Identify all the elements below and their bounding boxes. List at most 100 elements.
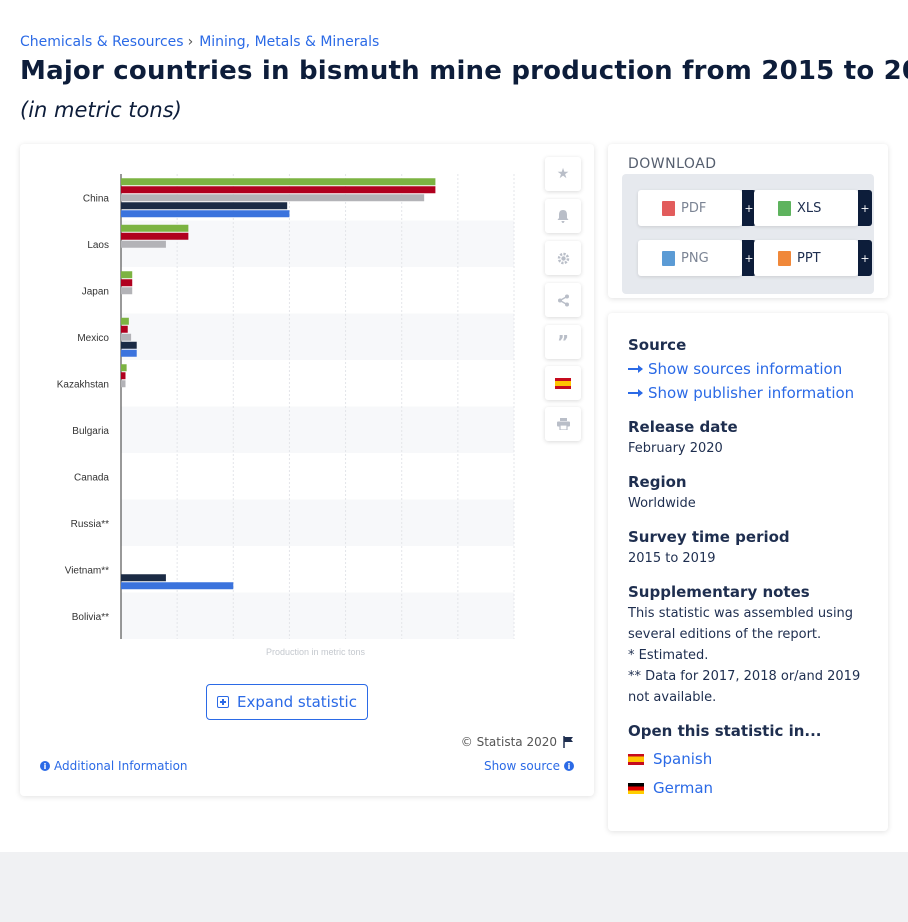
info-icon: i xyxy=(40,761,50,771)
show-source-link[interactable]: Show source i xyxy=(484,759,574,773)
supplementary-note-2: * Estimated. xyxy=(628,648,709,663)
page-subtitle: (in metric tons) xyxy=(20,98,182,122)
ppt-file-icon xyxy=(778,250,791,266)
expand-label: Expand statistic xyxy=(237,693,357,711)
bar xyxy=(121,202,288,210)
gear-icon[interactable] xyxy=(545,241,581,275)
region-title: Region xyxy=(628,473,687,491)
breadcrumb-separator: › xyxy=(187,34,194,50)
open-in-german-link[interactable]: German xyxy=(628,779,713,797)
bar xyxy=(121,271,133,279)
bar xyxy=(121,372,126,380)
download-ppt-button[interactable]: PPT + xyxy=(754,240,872,276)
download-xls-button[interactable]: XLS + xyxy=(754,190,872,226)
breadcrumb-item-mining[interactable]: Mining, Metals & Minerals xyxy=(199,34,380,50)
supplementary-note-1: This statistic was assembled using sever… xyxy=(628,606,854,642)
show-sources-link[interactable]: Show sources information xyxy=(628,360,842,378)
expand-statistic-button[interactable]: Expand statistic xyxy=(206,684,368,720)
download-pdf-plus[interactable]: + xyxy=(742,190,756,226)
download-pdf-label: PDF xyxy=(681,200,707,216)
spain-flag-icon xyxy=(628,753,644,765)
print-icon[interactable] xyxy=(545,407,581,441)
region-value: Worldwide xyxy=(628,496,696,511)
breadcrumb-item-chemicals[interactable]: Chemicals & Resources xyxy=(20,34,184,50)
show-source-label: Show source xyxy=(483,759,560,773)
share-icon[interactable] xyxy=(545,283,581,317)
category-label: Kazakhstan xyxy=(57,379,109,390)
row-band xyxy=(121,592,514,639)
bar xyxy=(121,582,234,590)
download-xls-plus[interactable]: + xyxy=(858,190,872,226)
download-png-button[interactable]: PNG + xyxy=(638,240,756,276)
arrow-right-icon xyxy=(628,389,643,397)
download-card: DOWNLOAD PDF + XLS + PNG + PPT + xyxy=(608,144,888,298)
expand-icon xyxy=(217,696,230,708)
category-label: Japan xyxy=(82,286,109,297)
star-icon[interactable]: ★ xyxy=(545,157,581,191)
x-axis-label: Production in metric tons xyxy=(266,647,366,657)
source-title: Source xyxy=(628,336,687,354)
row-band xyxy=(121,313,514,360)
bar xyxy=(121,341,137,349)
download-xls-label: XLS xyxy=(797,200,822,216)
survey-period-value: 2015 to 2019 xyxy=(628,551,716,566)
footer-band xyxy=(0,852,908,922)
info-icon: i xyxy=(564,761,574,771)
download-ppt-plus[interactable]: + xyxy=(858,240,872,276)
bar xyxy=(121,232,189,240)
category-label: Vietnam** xyxy=(65,565,109,576)
category-label: Mexico xyxy=(77,333,109,344)
pdf-file-icon xyxy=(662,200,675,216)
category-label: Laos xyxy=(87,240,109,251)
show-sources-label: Show sources information xyxy=(648,360,843,378)
germany-flag-icon xyxy=(628,782,644,794)
bar xyxy=(121,317,129,325)
spanish-label: Spanish xyxy=(653,750,713,768)
bar-chart: China Laos Japan Mexico Kazakhstan Bulgaria Ca… xyxy=(57,174,515,657)
show-publisher-link[interactable]: Show publisher information xyxy=(628,384,854,402)
quote-icon[interactable]: ” xyxy=(545,325,581,359)
copyright: © Statista 2020 xyxy=(461,735,574,749)
bar xyxy=(121,574,166,582)
bar xyxy=(121,186,436,194)
download-png-plus[interactable]: + xyxy=(742,240,756,276)
category-label: Russia** xyxy=(71,519,109,530)
bell-icon[interactable] xyxy=(545,199,581,233)
bar xyxy=(121,325,128,333)
flag-icon[interactable] xyxy=(563,736,574,748)
category-label: Bulgaria xyxy=(72,426,109,437)
release-date-title: Release date xyxy=(628,418,738,436)
category-label: Canada xyxy=(74,472,109,483)
bar xyxy=(121,380,126,388)
open-in-spanish-link[interactable]: Spanish xyxy=(628,750,712,768)
additional-information-label: Additional Information xyxy=(54,759,188,773)
breadcrumb: Chemicals & Resources › Mining, Metals & M… xyxy=(20,34,379,50)
german-label: German xyxy=(653,779,714,797)
bar xyxy=(121,194,425,202)
info-card: Source Show sources information Show pub… xyxy=(608,313,888,831)
arrow-right-icon xyxy=(628,365,643,373)
bar xyxy=(121,210,290,218)
bar xyxy=(121,224,189,232)
png-file-icon xyxy=(662,250,675,266)
download-pdf-button[interactable]: PDF + xyxy=(638,190,756,226)
row-band xyxy=(121,406,514,453)
bar xyxy=(121,364,127,372)
bar xyxy=(121,178,436,186)
additional-information-link[interactable]: i Additional Information xyxy=(40,759,188,773)
download-png-label: PNG xyxy=(681,250,709,266)
download-panel: PDF + XLS + PNG + PPT + xyxy=(622,174,874,294)
release-date-value: February 2020 xyxy=(628,441,723,456)
bar xyxy=(121,279,133,287)
row-band xyxy=(121,499,514,546)
copyright-text: © Statista 2020 xyxy=(460,735,557,749)
chart-card: China Laos Japan Mexico Kazakhstan Bulgaria Ca… xyxy=(20,144,594,796)
bar xyxy=(121,240,166,248)
survey-period-title: Survey time period xyxy=(628,528,790,546)
download-heading: DOWNLOAD xyxy=(628,156,717,172)
spain-flag-icon[interactable] xyxy=(545,366,581,400)
show-publisher-label: Show publisher information xyxy=(648,384,855,402)
page-title: Major countries in bismuth mine producti… xyxy=(20,56,908,86)
supplementary-notes-title: Supplementary notes xyxy=(628,583,810,601)
category-label: China xyxy=(83,193,110,204)
